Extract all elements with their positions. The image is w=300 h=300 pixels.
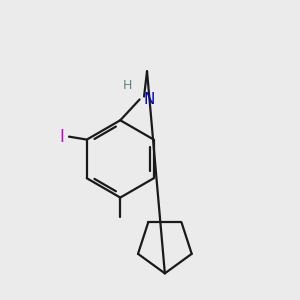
Text: H: H [123,79,132,92]
Text: I: I [59,128,64,146]
Text: N: N [143,92,155,107]
